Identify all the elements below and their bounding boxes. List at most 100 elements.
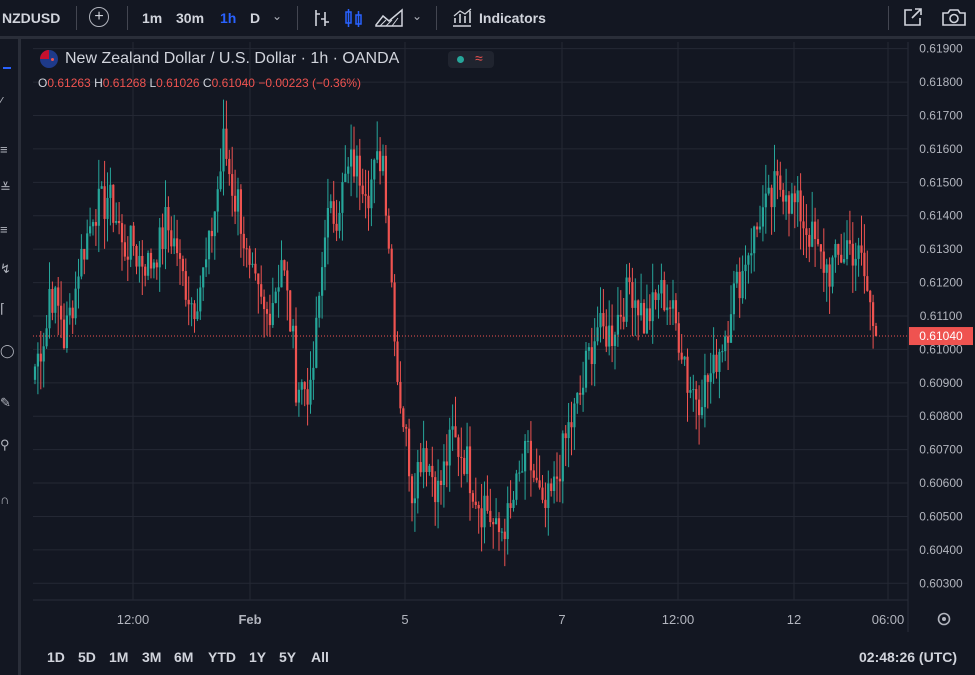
text-icon[interactable]: ⌈ bbox=[0, 301, 6, 316]
range-1y[interactable]: 1Y bbox=[249, 649, 267, 665]
range-all[interactable]: All bbox=[311, 649, 329, 665]
candle-body bbox=[321, 267, 324, 296]
candle bbox=[263, 289, 266, 338]
candle bbox=[544, 482, 547, 528]
candle bbox=[141, 240, 144, 296]
candle-body bbox=[210, 230, 213, 237]
candle bbox=[373, 158, 376, 204]
candle bbox=[468, 426, 472, 521]
candle-body bbox=[463, 457, 466, 474]
candle-body bbox=[413, 498, 416, 504]
candle-body bbox=[869, 290, 872, 303]
candle bbox=[576, 392, 579, 414]
interval-1h[interactable]: 1h bbox=[220, 10, 237, 26]
fib-icon[interactable]: ≡ bbox=[0, 142, 8, 157]
indicators-button[interactable]: Indicators bbox=[479, 10, 546, 26]
candle-body bbox=[753, 226, 756, 254]
interval-d[interactable]: D bbox=[250, 10, 261, 26]
candle bbox=[45, 315, 48, 349]
range-ytd[interactable]: YTD bbox=[208, 649, 236, 665]
smile-icon[interactable]: ◯ bbox=[0, 343, 15, 358]
trend-line-icon[interactable]: ∕ bbox=[0, 94, 3, 109]
candle bbox=[207, 230, 211, 275]
candle-body bbox=[74, 288, 77, 319]
interval-1m[interactable]: 1m bbox=[142, 10, 163, 26]
candle-body bbox=[231, 174, 234, 196]
candle bbox=[715, 339, 718, 379]
candle-body bbox=[553, 476, 556, 491]
candle bbox=[483, 481, 486, 544]
indicators-icon[interactable] bbox=[450, 7, 474, 29]
drawing-toolbar: ∕ ≡ ≚ ≡ ↯ ⌈ ◯ ✎ ⚲ ∩ bbox=[0, 39, 21, 675]
chevron-down-icon[interactable]: ⌄ bbox=[412, 9, 423, 23]
y-tick-label: 0.61100 bbox=[920, 309, 963, 323]
forecast-icon[interactable]: ≡ bbox=[0, 222, 8, 237]
range-5d[interactable]: 5D bbox=[78, 649, 96, 665]
candle-body bbox=[306, 389, 309, 405]
range-5y[interactable]: 5Y bbox=[279, 649, 297, 665]
candle bbox=[596, 306, 599, 346]
utc-clock[interactable]: 02:48:26 (UTC) bbox=[859, 649, 958, 665]
candle bbox=[439, 470, 443, 505]
range-1d[interactable]: 1D bbox=[47, 649, 65, 665]
candle-body bbox=[550, 483, 553, 491]
candle bbox=[318, 291, 321, 328]
candle-body bbox=[384, 155, 387, 216]
candle bbox=[89, 207, 92, 237]
candle bbox=[474, 477, 477, 510]
range-1m[interactable]: 1M bbox=[109, 649, 129, 665]
candle bbox=[355, 145, 358, 198]
candle bbox=[721, 344, 724, 363]
candle bbox=[390, 244, 393, 288]
chevron-down-icon[interactable]: ⌄ bbox=[272, 9, 283, 23]
candle-body bbox=[497, 518, 501, 533]
candle bbox=[245, 237, 248, 268]
candle bbox=[802, 195, 805, 256]
candle bbox=[625, 264, 628, 327]
candle bbox=[242, 216, 245, 267]
camera-icon[interactable] bbox=[941, 6, 967, 28]
candle-body bbox=[625, 277, 628, 322]
candle bbox=[62, 303, 66, 350]
interval-30m[interactable]: 30m bbox=[176, 10, 205, 26]
status-badge[interactable]: ≈ bbox=[448, 50, 494, 68]
candle bbox=[837, 243, 840, 266]
ruler-icon[interactable]: ✎ bbox=[0, 395, 11, 410]
candle bbox=[492, 518, 495, 549]
high-value: 0.61268 bbox=[102, 76, 147, 90]
candle bbox=[193, 300, 196, 333]
candle bbox=[608, 300, 611, 356]
area-chart-icon[interactable] bbox=[374, 7, 404, 29]
candle-body bbox=[660, 280, 663, 294]
symbol-search[interactable]: NZDUSD bbox=[2, 10, 61, 26]
candle-body bbox=[410, 476, 414, 504]
candle bbox=[785, 168, 788, 220]
candles-icon[interactable] bbox=[343, 7, 365, 29]
candle-body bbox=[422, 448, 425, 473]
candle bbox=[857, 237, 860, 277]
zoom-icon[interactable]: ⚲ bbox=[0, 437, 10, 452]
y-tick-label: 0.61700 bbox=[919, 109, 963, 123]
candle bbox=[703, 353, 706, 428]
candle bbox=[654, 289, 657, 310]
range-3m[interactable]: 3M bbox=[142, 649, 162, 665]
brush-icon[interactable]: ↯ bbox=[0, 261, 11, 276]
candle bbox=[671, 279, 675, 325]
candle bbox=[135, 244, 138, 275]
candle bbox=[60, 281, 63, 339]
gear-icon[interactable] bbox=[937, 612, 951, 626]
candle-body bbox=[390, 248, 393, 283]
magnet-icon[interactable]: ∩ bbox=[0, 492, 10, 507]
plus-circle-icon[interactable]: + bbox=[89, 7, 109, 27]
candle bbox=[660, 263, 663, 309]
candle bbox=[196, 288, 199, 322]
range-6m[interactable]: 6M bbox=[174, 649, 194, 665]
pattern-icon[interactable]: ≚ bbox=[0, 180, 11, 195]
candle bbox=[77, 258, 80, 309]
candle-body bbox=[402, 408, 405, 428]
fullscreen-icon[interactable] bbox=[902, 6, 924, 28]
candle-body bbox=[758, 226, 762, 230]
candle-body bbox=[387, 215, 390, 249]
bar-chart-icon[interactable] bbox=[311, 7, 333, 29]
